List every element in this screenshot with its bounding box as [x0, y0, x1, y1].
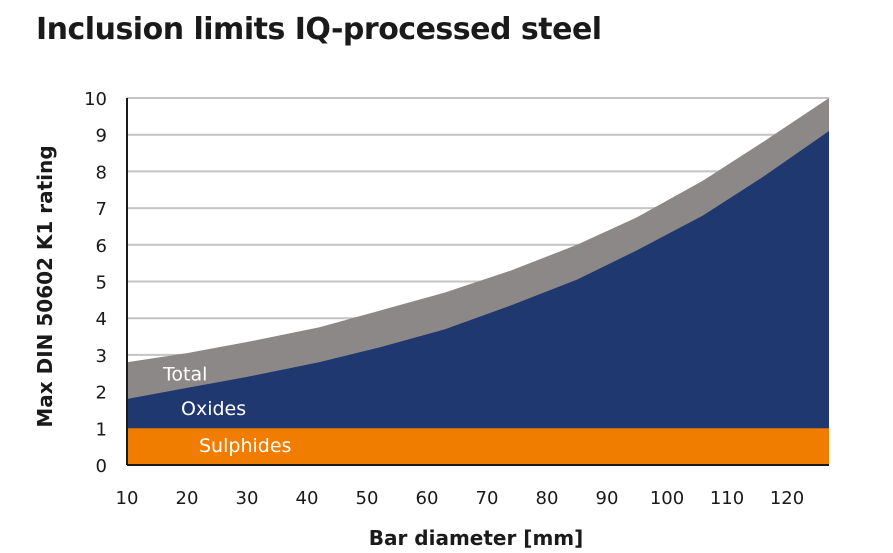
y-tick-8: 8 — [96, 162, 107, 183]
y-tick-2: 2 — [96, 383, 107, 404]
series-labels: Total Oxides Sulphides — [162, 363, 291, 457]
x-tick-120: 120 — [770, 488, 804, 509]
x-tick-110: 110 — [710, 488, 744, 509]
y-tick-0: 0 — [96, 456, 107, 477]
x-tick-50: 50 — [356, 488, 379, 509]
chart-title: Inclusion limits IQ-processed steel — [36, 12, 602, 47]
area-oxides — [127, 131, 829, 465]
y-tick-10: 10 — [84, 89, 107, 110]
y-tick-6: 6 — [96, 236, 107, 257]
x-tick-60: 60 — [416, 488, 439, 509]
x-tick-80: 80 — [536, 488, 559, 509]
y-tick-4: 4 — [96, 309, 107, 330]
x-tick-100: 100 — [650, 488, 684, 509]
y-axis-ticks: 0 1 2 3 4 5 6 7 8 9 10 — [84, 89, 107, 477]
series-label-sulphides: Sulphides — [199, 435, 291, 457]
y-axis-label: Max DIN 50602 K1 rating — [33, 145, 57, 427]
x-tick-70: 70 — [476, 488, 499, 509]
y-tick-1: 1 — [96, 419, 107, 440]
series-areas — [127, 98, 829, 465]
x-tick-20: 20 — [176, 488, 199, 509]
y-tick-9: 9 — [96, 126, 107, 147]
y-tick-3: 3 — [96, 346, 107, 367]
x-tick-90: 90 — [596, 488, 619, 509]
series-label-oxides: Oxides — [181, 398, 246, 420]
y-tick-7: 7 — [96, 199, 107, 220]
x-axis-ticks: 10 20 30 40 50 60 70 80 90 100 110 120 — [116, 488, 805, 509]
series-label-total: Total — [162, 363, 207, 385]
x-tick-40: 40 — [296, 488, 319, 509]
area-sulphides — [127, 428, 829, 465]
x-tick-30: 30 — [236, 488, 259, 509]
x-axis-label: Bar diameter [mm] — [369, 526, 584, 550]
y-tick-5: 5 — [96, 273, 107, 294]
x-tick-10: 10 — [116, 488, 139, 509]
